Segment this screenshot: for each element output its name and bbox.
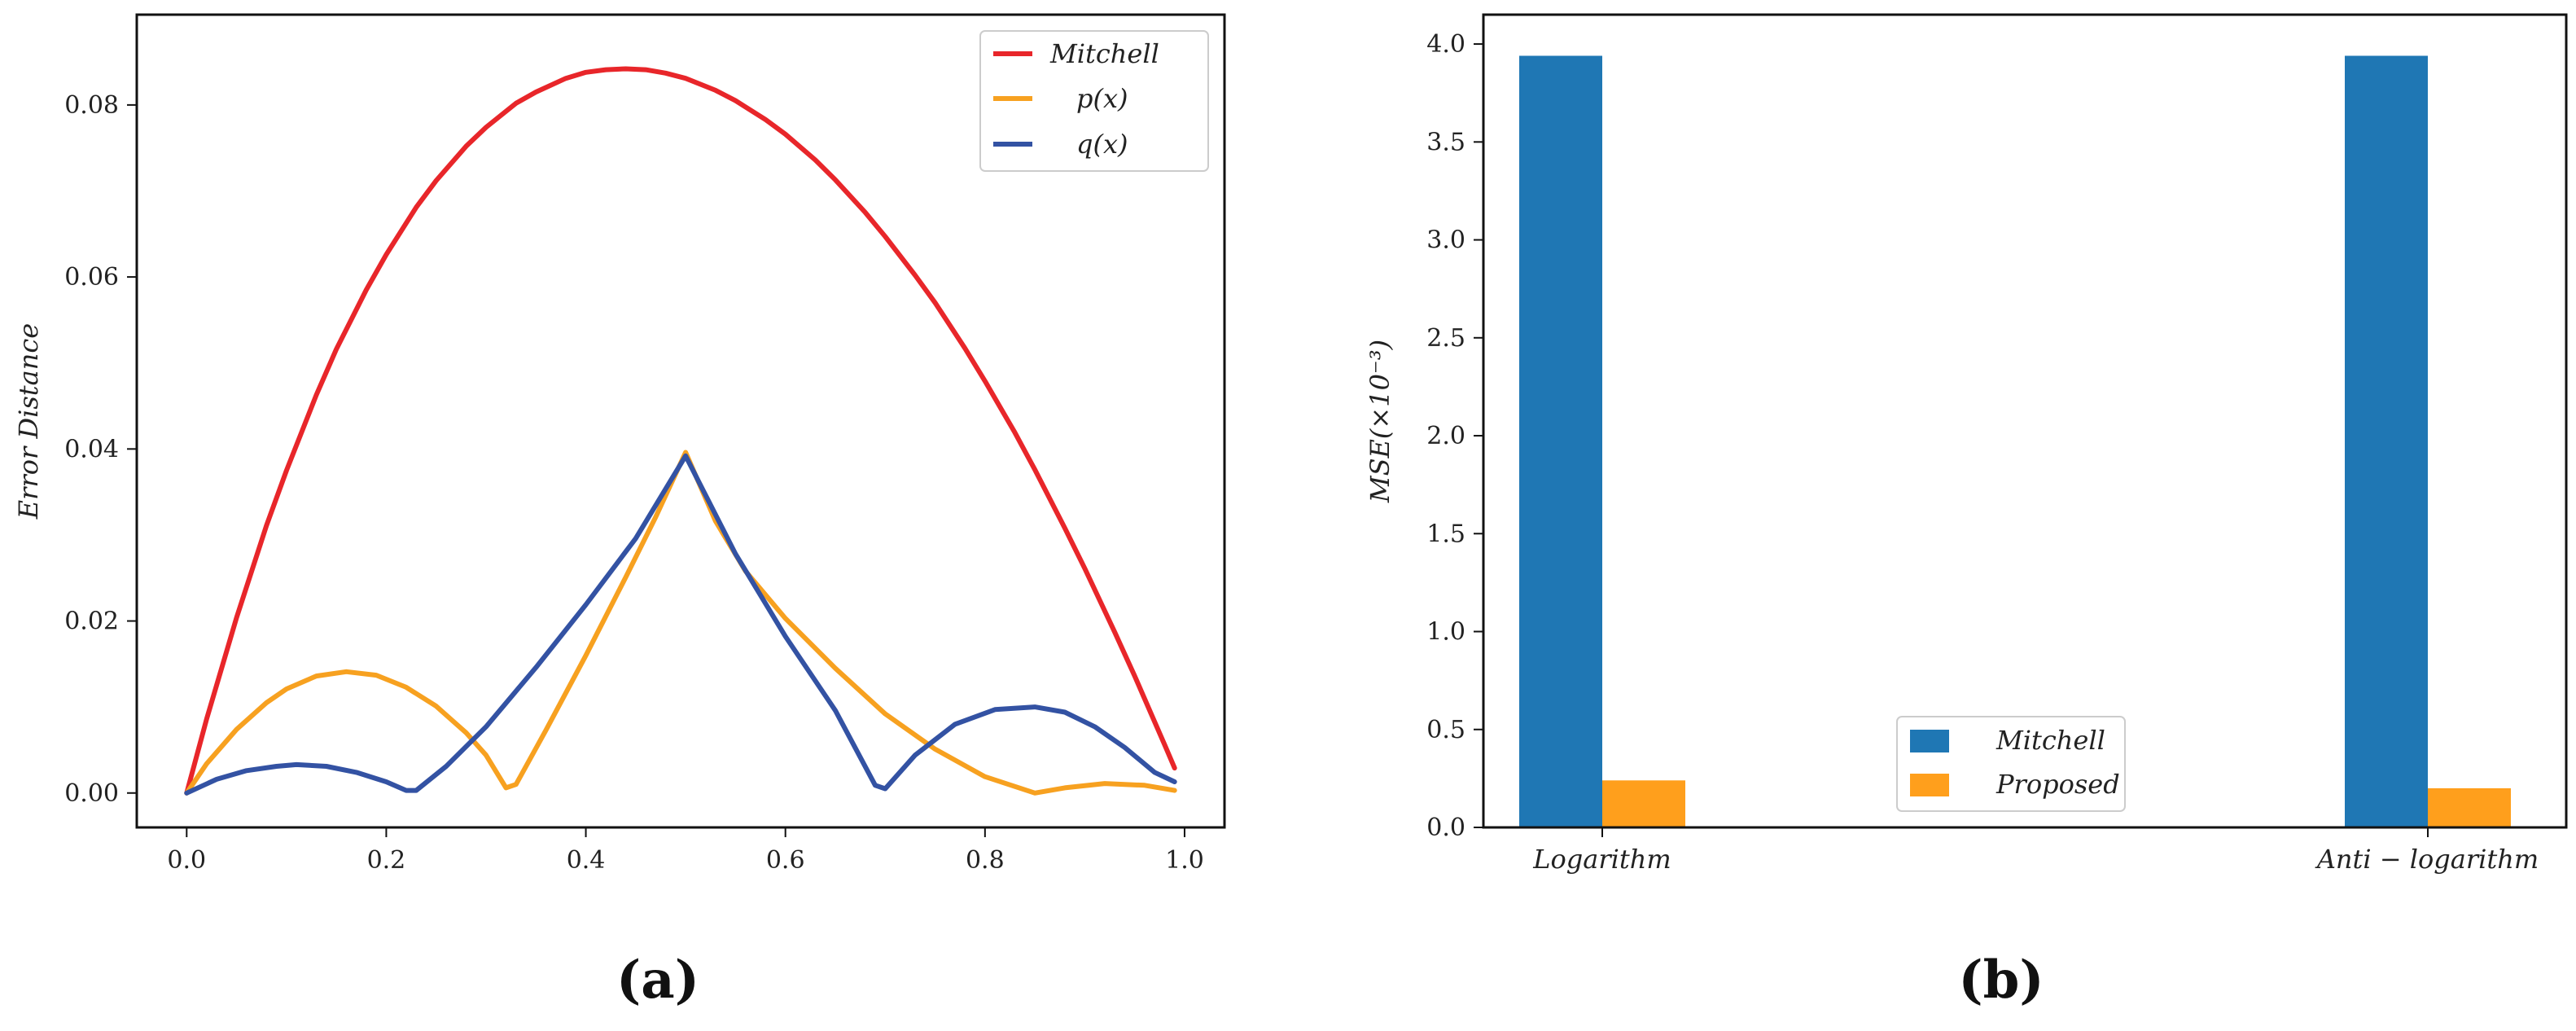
b-y-tick-label: 3.5 — [1426, 128, 1465, 156]
line-chart-a: 0.0 0.2 0.4 0.6 0.8 1.0 0.00 0.02 0.04 0.06 0.08 E… — [13, 13, 1226, 1011]
b-y-tick-label: 4.0 — [1426, 30, 1465, 59]
b-y-tick-label: 2.5 — [1426, 324, 1465, 353]
b-legend-swatch-mitchell — [1910, 730, 1949, 752]
b-y-tick-label: 1.0 — [1426, 618, 1465, 647]
a-x-tick-label: 0.6 — [766, 846, 805, 875]
b-y-tick-label: 3.0 — [1426, 226, 1465, 255]
b-y-tick-label: 0.0 — [1426, 814, 1465, 842]
b-legend: Mitchell Proposed — [1896, 716, 2126, 812]
a-series-line-1 — [184, 450, 1177, 796]
a-legend-label-px: p(x) — [1076, 83, 1128, 114]
a-y-axis-label: Error Distance — [13, 323, 44, 520]
b-bars — [1519, 55, 2511, 827]
b-x-tick-label: Anti − logarithm — [2315, 844, 2539, 875]
a-series-line-2 — [184, 453, 1177, 796]
a-series-line-0 — [184, 66, 1177, 796]
a-y-tick-label: 0.00 — [64, 779, 119, 808]
a-y-tick-label: 0.06 — [64, 263, 119, 292]
b-legend-swatch-proposed — [1910, 774, 1949, 796]
a-panel-label: (a) — [616, 950, 699, 1011]
a-legend-label-mitchell: Mitchell — [1049, 38, 1159, 69]
b-bar-proposed-0 — [1602, 780, 1685, 827]
a-legend-label-qx: q(x) — [1076, 129, 1128, 160]
a-y-tick-label: 0.02 — [64, 608, 119, 636]
b-legend-label-proposed: Proposed — [1996, 769, 2120, 800]
b-axes-frame — [1482, 13, 2568, 829]
a-legend-box — [979, 30, 1209, 172]
b-legend-label-mitchell: Mitchell — [1996, 725, 2105, 756]
a-x-tick-label: 0.8 — [966, 846, 1005, 875]
b-y-tick-label: 0.5 — [1426, 716, 1465, 744]
b-ticks: 0.0 0.5 1.0 1.5 2.0 2.5 3.0 3.5 4.0 Logarithm Anti… — [1426, 30, 2539, 875]
b-legend-box — [1896, 716, 2126, 812]
a-x-tick-label: 0.0 — [167, 846, 206, 875]
bar-chart-b: 0.0 0.5 1.0 1.5 2.0 2.5 3.0 3.5 4.0 Logarithm Anti… — [1365, 13, 2568, 1011]
b-y-tick-label: 1.5 — [1426, 520, 1465, 548]
b-bar-mitchell-0 — [1519, 55, 1602, 827]
a-series-lines — [184, 66, 1177, 796]
b-bar-proposed-1 — [2428, 788, 2511, 827]
a-axes-frame — [135, 13, 1226, 829]
a-y-tick-label: 0.08 — [64, 91, 119, 120]
b-x-tick-label: Logarithm — [1532, 844, 1671, 875]
b-bar-mitchell-1 — [2345, 55, 2428, 827]
b-panel-label: (b) — [1958, 950, 2044, 1011]
a-x-tick-label: 0.4 — [567, 846, 606, 875]
a-y-tick-label: 0.04 — [64, 435, 119, 463]
b-y-axis-label: MSE(×10⁻³) — [1365, 340, 1395, 503]
b-y-tick-label: 2.0 — [1426, 422, 1465, 450]
a-legend: Mitchell p(x) q(x) — [979, 30, 1209, 172]
a-x-tick-label: 1.0 — [1165, 846, 1204, 875]
a-x-tick-label: 0.2 — [367, 846, 406, 875]
a-ticks: 0.0 0.2 0.4 0.6 0.8 1.0 0.00 0.02 0.04 0.06 0.08 — [64, 91, 1204, 875]
